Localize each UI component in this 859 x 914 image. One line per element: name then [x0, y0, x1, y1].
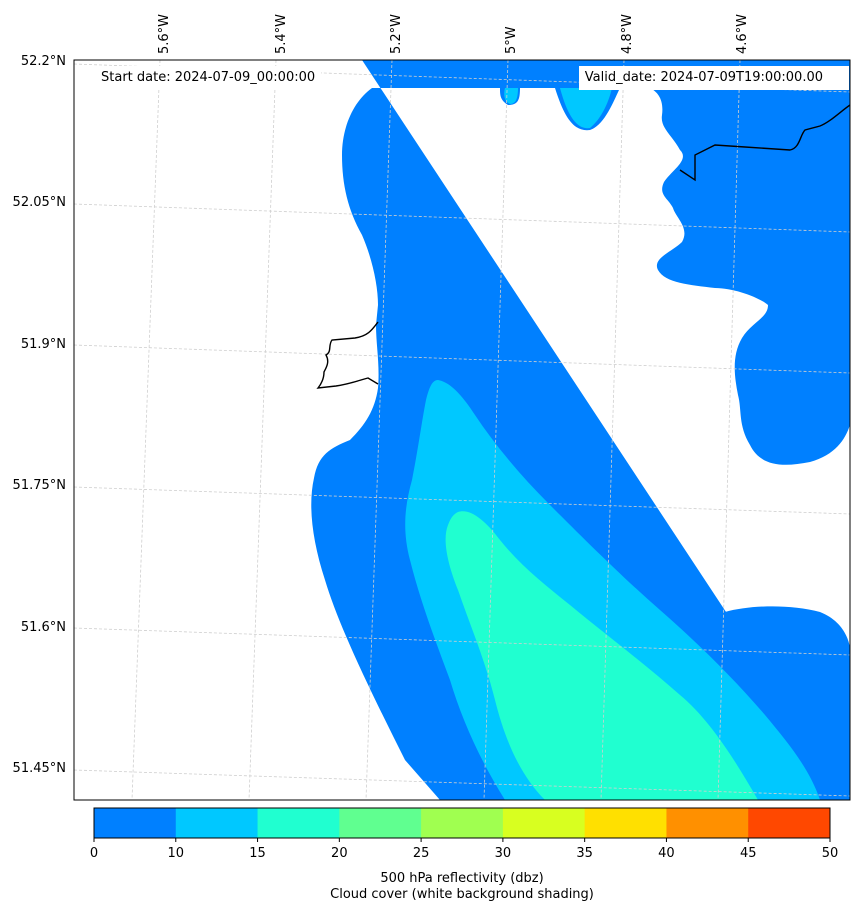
start-date-label: Start date: 2024-07-09_00:00:00 [95, 66, 322, 90]
lat-label: 51.6°N [21, 620, 66, 635]
lat-label: 51.45°N [13, 761, 66, 776]
lon-label: 5.2°W [389, 14, 404, 54]
lon-label: 4.6°W [735, 14, 750, 54]
colorbar-frame [93, 807, 831, 839]
colorbar-swatch [748, 808, 831, 838]
coastline-east [679, 104, 850, 182]
lon-label: 5.4°W [274, 14, 289, 54]
colorbar-swatch [666, 808, 749, 838]
coastline-west [316, 321, 379, 389]
lat-label: 52.2°N [21, 54, 66, 69]
lon-label: 5.6°W [157, 14, 172, 54]
colorbar-swatch [502, 808, 586, 838]
colorbar-tick-label: 15 [249, 846, 266, 861]
colorbar-swatch [175, 808, 259, 838]
longitude-labels: 5.6°W 5.4°W 5.2°W 5°W 4.8°W 4.6°W [157, 14, 750, 54]
colorbar-label: 500 hPa reflectivity (dbz) [380, 871, 544, 886]
lon-label: 5°W [504, 26, 519, 54]
colorbar-tick-label: 45 [740, 846, 757, 861]
latitude-labels: 52.2°N 52.05°N 51.9°N 51.75°N 51.6°N 51.… [13, 54, 66, 776]
colorbar-swatch [94, 808, 177, 838]
lat-label: 52.05°N [13, 195, 66, 210]
colorbar: 0 10 15 20 25 30 35 40 45 50 [90, 807, 838, 861]
colorbar-swatch [257, 808, 340, 838]
colorbar-swatch [339, 808, 422, 838]
colorbar-ticks: 0 10 15 20 25 30 35 40 45 50 [90, 838, 838, 861]
valid-date-label: Valid_date: 2024-07-09T19:00:00.00 [578, 66, 849, 90]
colorbar-swatch [584, 808, 667, 838]
colorbar-swatch [421, 808, 504, 838]
colorbar-tick-label: 35 [576, 846, 593, 861]
colorbar-tick-label: 0 [90, 846, 98, 861]
map-frame [73, 59, 851, 801]
island [633, 238, 644, 247]
colorbar-swatches [94, 808, 831, 838]
colorbar-tick-label: 25 [413, 846, 430, 861]
colorbar-tick-label: 30 [495, 846, 512, 861]
reflectivity-band-15-20 [445, 511, 758, 800]
lat-label: 51.75°N [13, 478, 66, 493]
colorbar-tick-label: 40 [658, 846, 675, 861]
lon-label: 4.8°W [620, 14, 635, 54]
colorbar-tick-label: 50 [822, 846, 839, 861]
lat-label: 51.9°N [21, 337, 66, 352]
colorbar-tick-label: 20 [331, 846, 348, 861]
longitude-gridlines [131, 60, 741, 800]
map-area [74, 60, 850, 800]
colorbar-tick-label: 10 [168, 846, 185, 861]
colorbar-sublabel: Cloud cover (white background shading) [330, 887, 594, 902]
